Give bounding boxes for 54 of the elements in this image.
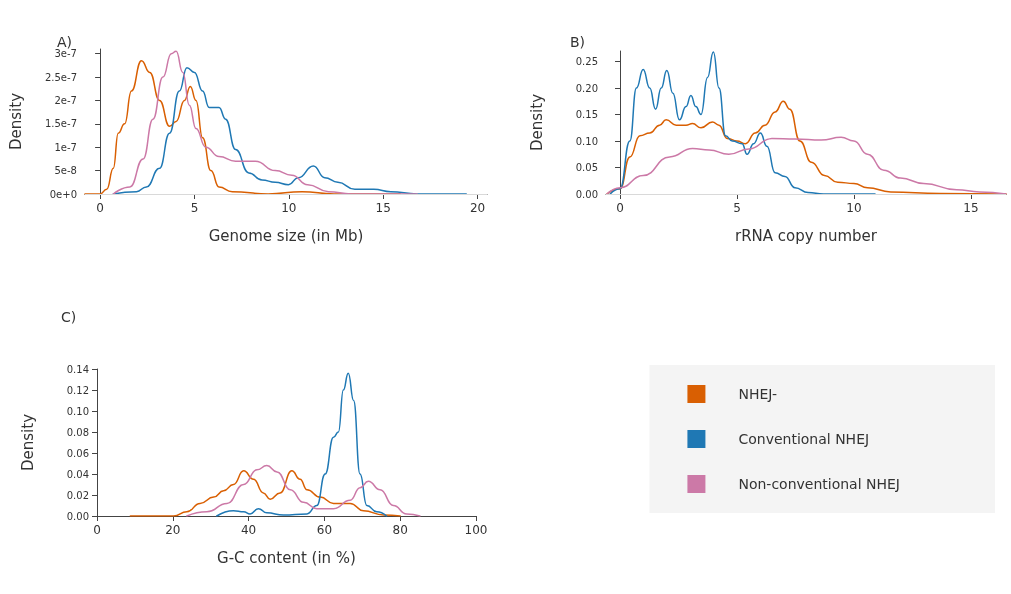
y-tick-label: 0.14 [66,363,89,375]
legend-label: NHEJ- [738,386,777,402]
x-tick-label: 5 [190,201,199,215]
x-tick-label: 20 [469,201,486,215]
x-tick-label: 60 [316,523,333,537]
y-tick-label: 0.20 [575,82,598,94]
y-axis-title: Density [18,413,37,472]
x-tick-label: 40 [240,523,257,537]
chart-title: A) [57,34,73,50]
y-tick-label: 3e-7 [54,48,77,60]
x-tick-label: 20 [165,523,181,537]
y-tick-label: 0.05 [575,162,598,174]
legend-label: Conventional NHEJ [738,431,870,447]
x-tick-label: 0 [96,201,104,215]
y-tick-label: 1.5e-7 [44,118,77,130]
x-axis-title: Genome size (in Mb) [208,226,364,245]
x-tick-label: 5 [733,201,741,215]
y-tick-label: 2.5e-7 [44,71,77,83]
y-tick-label: 0.12 [66,384,89,396]
y-tick-label: 0.02 [66,489,89,501]
y-axis-title: Density [527,93,546,152]
y-tick-label: 0.15 [575,109,598,121]
x-tick-label: 15 [375,201,391,215]
x-tick-label: 80 [392,523,408,537]
y-tick-label: 0.25 [575,56,598,68]
x-tick-label: 0 [616,201,624,215]
y-tick-label: 0.10 [575,135,598,147]
x-tick-label: 10 [846,201,862,215]
x-tick-label: 0 [93,523,101,537]
y-tick-label: 0.04 [66,468,89,480]
y-tick-label: 1e-7 [54,141,77,153]
y-axis-title: Density [6,92,25,151]
line-series [216,372,388,517]
line-series [112,66,467,195]
chart-title: C) [61,309,77,325]
x-tick-label: 100 [464,523,488,537]
x-tick-label: 10 [281,201,297,215]
line-series [606,136,1007,195]
line-series [129,470,401,517]
chart-title: B) [570,34,586,50]
line-series [112,50,418,195]
y-tick-label: 0e+0 [49,188,77,200]
y-tick-label: 0.00 [66,510,89,522]
y-tick-label: 0.00 [575,188,598,200]
y-tick-label: 5e-8 [54,165,77,177]
y-tick-label: 0.06 [66,447,89,459]
line-series [186,464,421,517]
y-tick-label: 0.10 [66,405,89,417]
x-axis-title: G-C content (in %) [217,548,356,567]
y-tick-label: 2e-7 [54,94,77,106]
x-tick-label: 15 [963,201,979,215]
y-tick-label: 0.08 [66,426,89,438]
legend-label: Non-conventional NHEJ [738,476,901,492]
x-axis-title: rRNA copy number [735,226,878,245]
